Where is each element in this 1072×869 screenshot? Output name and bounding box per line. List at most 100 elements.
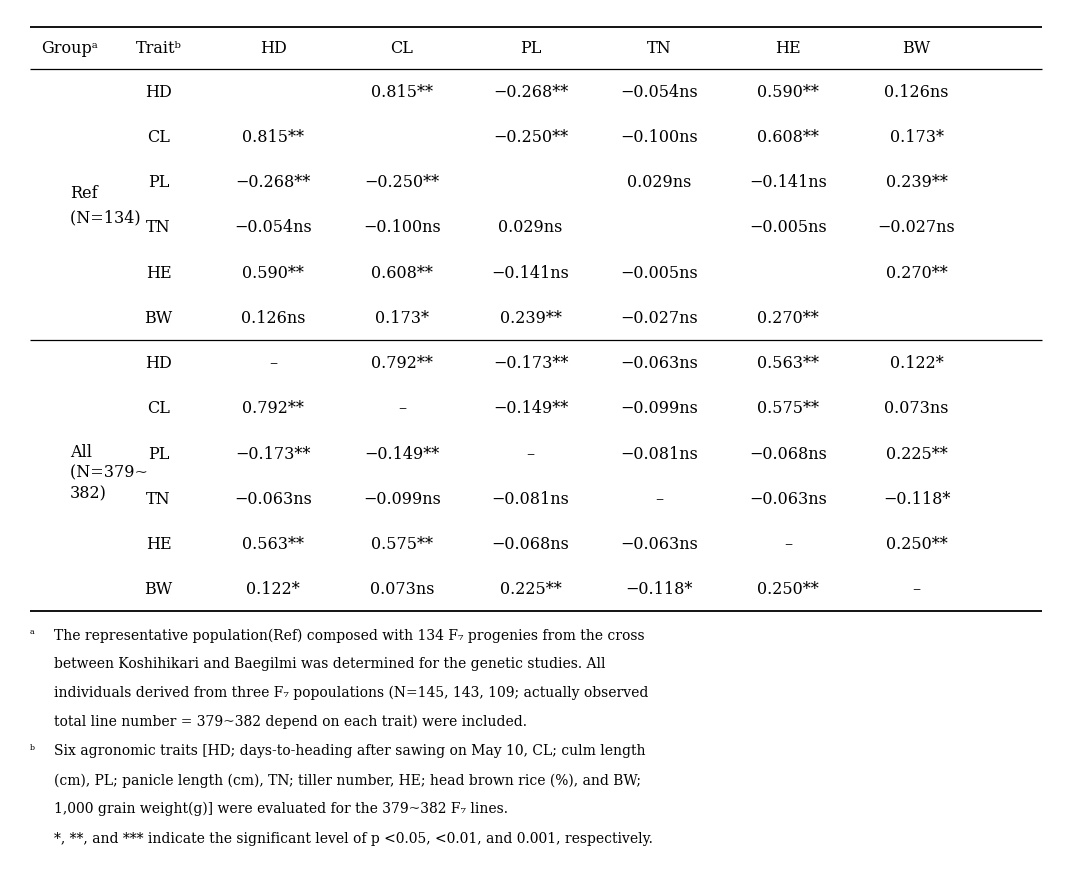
- Text: –: –: [398, 400, 406, 417]
- Text: 0.225**: 0.225**: [500, 580, 562, 598]
- Text: TN: TN: [147, 219, 170, 236]
- Text: −0.068ns: −0.068ns: [492, 535, 569, 553]
- Text: −0.149**: −0.149**: [364, 445, 440, 462]
- Text: 0.122*: 0.122*: [890, 355, 943, 372]
- Text: −0.063ns: −0.063ns: [621, 355, 698, 372]
- Text: (⁠⁠⁠⁠⁠⁠N=379~: (⁠⁠⁠⁠⁠⁠N=379~: [70, 463, 148, 481]
- Text: −0.250**: −0.250**: [364, 174, 440, 191]
- Text: –: –: [912, 580, 921, 598]
- Text: 0.563**: 0.563**: [757, 355, 819, 372]
- Text: 0.126ns: 0.126ns: [884, 83, 949, 101]
- Text: 0.608**: 0.608**: [371, 264, 433, 282]
- Text: 382): 382): [70, 485, 106, 502]
- Text: −0.063ns: −0.063ns: [621, 535, 698, 553]
- Text: −0.063ns: −0.063ns: [749, 490, 827, 507]
- Text: 0.590**: 0.590**: [757, 83, 819, 101]
- Text: –: –: [269, 355, 278, 372]
- Text: HE: HE: [146, 535, 172, 553]
- Text: −0.173**: −0.173**: [236, 445, 311, 462]
- Text: ᵇ: ᵇ: [30, 744, 35, 757]
- Text: −0.027ns: −0.027ns: [878, 219, 955, 236]
- Text: 0.173*: 0.173*: [375, 309, 429, 327]
- Text: 0.073ns: 0.073ns: [370, 580, 434, 598]
- Text: between Koshihikari and Baegilmi was determined for the genetic studies. All: between Koshihikari and Baegilmi was det…: [54, 656, 605, 670]
- Text: −0.063ns: −0.063ns: [235, 490, 312, 507]
- Text: −0.005ns: −0.005ns: [621, 264, 698, 282]
- Text: 0.270**: 0.270**: [885, 264, 948, 282]
- Text: −0.173**: −0.173**: [493, 355, 568, 372]
- Text: *, **, and *** indicate the significant level of p <0.05, <0.01, and 0.001, resp: *, **, and *** indicate the significant …: [54, 831, 653, 845]
- Text: 0.608**: 0.608**: [757, 129, 819, 146]
- Text: 0.173*: 0.173*: [890, 129, 943, 146]
- Text: ᵃ: ᵃ: [30, 627, 35, 640]
- Text: 0.792**: 0.792**: [371, 355, 433, 372]
- Text: −0.118*: −0.118*: [626, 580, 693, 598]
- Text: PL: PL: [148, 174, 169, 191]
- Text: 0.270**: 0.270**: [757, 309, 819, 327]
- Text: 1,000 grain weight(g)] were evaluated for the 379~382 F₇ lines.: 1,000 grain weight(g)] were evaluated fo…: [54, 801, 508, 815]
- Text: total line number = 379~382 depend on each trait) were included.: total line number = 379~382 depend on ea…: [54, 713, 526, 728]
- Text: HE: HE: [146, 264, 172, 282]
- Text: 0.239**: 0.239**: [885, 174, 948, 191]
- Text: 0.029ns: 0.029ns: [627, 174, 691, 191]
- Text: 0.250**: 0.250**: [885, 535, 948, 553]
- Text: 0.575**: 0.575**: [371, 535, 433, 553]
- Text: 0.250**: 0.250**: [757, 580, 819, 598]
- Text: Six agronomic traits [HD; days-to-heading after sawing on May 10, CL; culm lengt: Six agronomic traits [HD; days-to-headin…: [54, 744, 645, 758]
- Text: CL: CL: [390, 40, 414, 57]
- Text: −0.100ns: −0.100ns: [363, 219, 441, 236]
- Text: BW: BW: [145, 309, 173, 327]
- Text: −0.081ns: −0.081ns: [621, 445, 698, 462]
- Text: −0.054ns: −0.054ns: [621, 83, 698, 101]
- Text: −0.081ns: −0.081ns: [492, 490, 569, 507]
- Text: 0.792**: 0.792**: [242, 400, 304, 417]
- Text: 0.239**: 0.239**: [500, 309, 562, 327]
- Text: −0.005ns: −0.005ns: [749, 219, 827, 236]
- Text: −0.027ns: −0.027ns: [621, 309, 698, 327]
- Text: HD: HD: [146, 83, 172, 101]
- Text: 0.815**: 0.815**: [371, 83, 433, 101]
- Text: Ref: Ref: [70, 184, 98, 202]
- Text: −0.118*: −0.118*: [883, 490, 950, 507]
- Text: −0.250**: −0.250**: [493, 129, 568, 146]
- Text: −0.100ns: −0.100ns: [621, 129, 698, 146]
- Text: 0.815**: 0.815**: [242, 129, 304, 146]
- Text: –: –: [784, 535, 792, 553]
- Text: The representative population(Ref) composed with 134 F₇ progenies from the cross: The representative population(Ref) compo…: [54, 627, 644, 642]
- Text: (cm), PL; panicle length (cm), TN; tiller number, HE; head brown rice (%), and B: (cm), PL; panicle length (cm), TN; tille…: [54, 773, 641, 786]
- Text: PL: PL: [148, 445, 169, 462]
- Text: 0.563**: 0.563**: [242, 535, 304, 553]
- Text: Groupᵃ: Groupᵃ: [41, 40, 99, 57]
- Text: CL: CL: [147, 400, 170, 417]
- Text: −0.054ns: −0.054ns: [235, 219, 312, 236]
- Text: BW: BW: [145, 580, 173, 598]
- Text: −0.099ns: −0.099ns: [363, 490, 441, 507]
- Text: 0.575**: 0.575**: [757, 400, 819, 417]
- Text: TN: TN: [147, 490, 170, 507]
- Text: −0.268**: −0.268**: [493, 83, 568, 101]
- Text: −0.141ns: −0.141ns: [492, 264, 569, 282]
- Text: HD: HD: [260, 40, 286, 57]
- Text: 0.126ns: 0.126ns: [241, 309, 306, 327]
- Text: 0.122*: 0.122*: [247, 580, 300, 598]
- Text: TN: TN: [647, 40, 671, 57]
- Text: 0.073ns: 0.073ns: [884, 400, 949, 417]
- Text: BW: BW: [903, 40, 930, 57]
- Text: 0.225**: 0.225**: [885, 445, 948, 462]
- Text: (⁠⁠⁠⁠⁠⁠N=134): (⁠⁠⁠⁠⁠⁠N=134): [70, 209, 140, 226]
- Text: PL: PL: [520, 40, 541, 57]
- Text: −0.149**: −0.149**: [493, 400, 568, 417]
- Text: individuals derived from three F₇ popoulations (N=145, 143, 109; actually observ: individuals derived from three F₇ popoul…: [54, 685, 647, 700]
- Text: 0.590**: 0.590**: [242, 264, 304, 282]
- Text: −0.068ns: −0.068ns: [749, 445, 827, 462]
- Text: −0.099ns: −0.099ns: [621, 400, 698, 417]
- Text: −0.268**: −0.268**: [236, 174, 311, 191]
- Text: −0.141ns: −0.141ns: [749, 174, 827, 191]
- Text: All: All: [70, 443, 92, 461]
- Text: Traitᵇ: Traitᵇ: [136, 40, 181, 57]
- Text: HD: HD: [146, 355, 172, 372]
- Text: HE: HE: [775, 40, 801, 57]
- Text: 0.029ns: 0.029ns: [498, 219, 563, 236]
- Text: CL: CL: [147, 129, 170, 146]
- Text: –: –: [655, 490, 664, 507]
